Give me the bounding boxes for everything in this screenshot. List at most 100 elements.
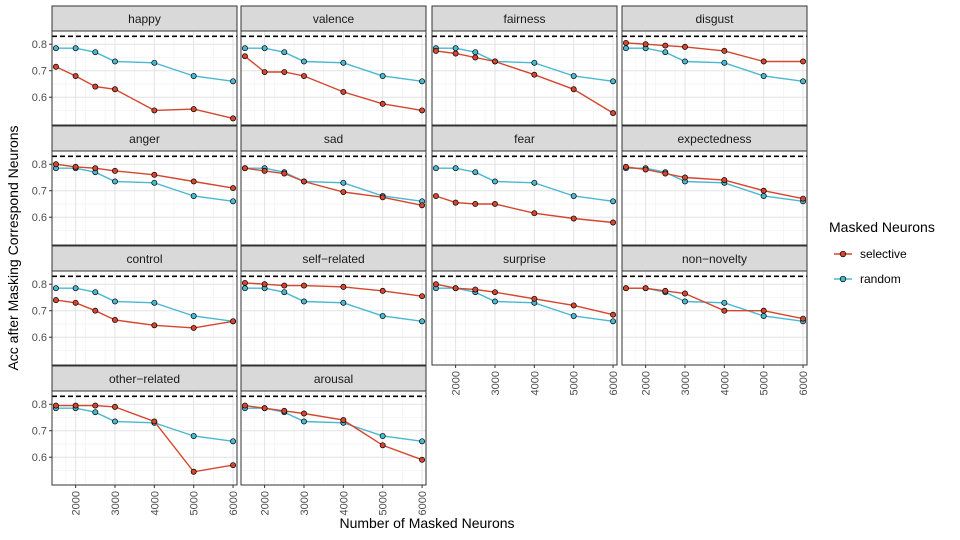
data-point-selective bbox=[492, 58, 498, 65]
data-point-random bbox=[190, 313, 197, 319]
data-point-selective bbox=[340, 283, 347, 290]
legend-label: selective bbox=[860, 247, 907, 261]
facet-strip bbox=[51, 245, 238, 272]
data-point-random bbox=[570, 73, 577, 79]
facet-strip-label: valence bbox=[313, 12, 355, 26]
x-tick-label: 5000 bbox=[569, 371, 581, 395]
y-tick-label: 0.8 bbox=[32, 39, 47, 51]
data-point-selective bbox=[610, 219, 617, 226]
data-point-random bbox=[72, 285, 79, 292]
data-point-selective bbox=[301, 178, 307, 185]
facet-panel: arousal bbox=[240, 365, 427, 486]
panel-border bbox=[51, 30, 238, 126]
facet-panel: anger 0.6 0.7 0.8 bbox=[32, 125, 238, 246]
data-point-selective bbox=[72, 163, 79, 170]
facet-strip-label: arousal bbox=[314, 372, 353, 386]
data-point-random bbox=[622, 45, 629, 52]
data-point-selective bbox=[472, 201, 479, 207]
data-point-random bbox=[112, 298, 118, 305]
x-tick-label: 3000 bbox=[490, 371, 502, 395]
data-point-random bbox=[682, 298, 688, 305]
data-point-random bbox=[379, 433, 386, 439]
y-tick-label: 0.6 bbox=[32, 92, 47, 104]
facet-strip-label: fear bbox=[514, 132, 535, 146]
data-point-selective bbox=[72, 402, 79, 409]
data-point-selective bbox=[112, 86, 118, 93]
data-point-random bbox=[301, 418, 307, 425]
data-point-selective bbox=[642, 41, 649, 48]
data-point-selective bbox=[472, 54, 479, 61]
data-point-selective bbox=[230, 318, 237, 325]
facet-strip bbox=[240, 125, 427, 152]
facet-strip bbox=[431, 125, 618, 152]
data-point-selective bbox=[432, 193, 439, 199]
y-tick-label: 0.7 bbox=[32, 426, 47, 438]
data-point-selective bbox=[622, 285, 629, 292]
y-tick-label: 0.6 bbox=[32, 452, 47, 464]
data-point-selective bbox=[92, 165, 99, 172]
data-point-random bbox=[52, 285, 59, 292]
x-tick-label: 6000 bbox=[417, 491, 429, 515]
data-point-selective bbox=[662, 287, 669, 294]
data-point-selective bbox=[452, 50, 459, 57]
data-point-random bbox=[190, 73, 197, 79]
x-tick-label: 5000 bbox=[759, 371, 771, 395]
data-point-random bbox=[760, 73, 767, 79]
facet-strip-label: control bbox=[126, 252, 162, 266]
data-point-selective bbox=[281, 170, 288, 177]
data-point-selective bbox=[472, 286, 479, 293]
x-tick-label: 4000 bbox=[149, 491, 161, 515]
data-point-selective bbox=[492, 289, 498, 296]
facet-panel: fairness bbox=[431, 5, 618, 126]
data-point-random bbox=[301, 58, 307, 65]
data-point-random bbox=[340, 179, 347, 186]
facet-strip bbox=[621, 5, 808, 32]
data-point-selective bbox=[800, 315, 807, 322]
data-point-selective bbox=[261, 167, 268, 174]
data-point-selective bbox=[92, 83, 99, 90]
data-point-selective bbox=[721, 47, 728, 54]
data-point-random bbox=[721, 299, 728, 306]
facet-panel: surprise bbox=[431, 245, 618, 366]
panel-border bbox=[51, 390, 238, 486]
panel-border bbox=[51, 270, 238, 366]
data-point-selective bbox=[800, 58, 807, 65]
x-tick-label: 4000 bbox=[529, 371, 541, 395]
data-point-random bbox=[92, 49, 99, 56]
legend-entries: selective random bbox=[834, 247, 907, 286]
facet-panel: expectedness bbox=[621, 125, 808, 246]
data-point-selective bbox=[760, 307, 767, 314]
data-point-random bbox=[52, 45, 59, 52]
facet-strip-label: self−related bbox=[302, 252, 364, 266]
facet-strip-label: fairness bbox=[503, 12, 545, 26]
facet-panel: disgust bbox=[621, 5, 808, 126]
data-point-random bbox=[230, 198, 237, 205]
data-point-random bbox=[472, 49, 479, 56]
x-tick-label: 2000 bbox=[451, 371, 463, 395]
data-point-selective bbox=[151, 107, 158, 114]
panel-border bbox=[621, 30, 808, 126]
panel-border bbox=[621, 270, 808, 366]
facet-panel: other−related 0.6 0.7 0.8 bbox=[32, 365, 238, 486]
data-point-selective bbox=[721, 177, 728, 184]
data-point-random bbox=[452, 45, 459, 52]
data-point-random bbox=[492, 178, 498, 185]
data-point-random bbox=[72, 45, 79, 52]
x-tick-label: 5000 bbox=[378, 491, 390, 515]
facet-strip bbox=[621, 125, 808, 152]
data-point-random bbox=[432, 165, 439, 172]
y-tick-label: 0.6 bbox=[32, 212, 47, 224]
data-point-selective bbox=[642, 166, 649, 173]
data-point-random bbox=[190, 193, 197, 199]
data-point-selective bbox=[52, 63, 59, 70]
data-point-selective bbox=[642, 285, 649, 292]
y-tick-label: 0.8 bbox=[32, 399, 47, 411]
data-point-selective bbox=[682, 174, 688, 181]
x-tick-label: 2000 bbox=[260, 491, 272, 515]
x-tick-label: 6000 bbox=[228, 491, 240, 515]
data-point-random bbox=[452, 165, 459, 172]
facet-strip bbox=[51, 365, 238, 392]
panel-border bbox=[240, 270, 427, 366]
data-point-selective bbox=[301, 73, 307, 79]
x-axis-title: Number of Masked Neurons bbox=[339, 515, 514, 531]
